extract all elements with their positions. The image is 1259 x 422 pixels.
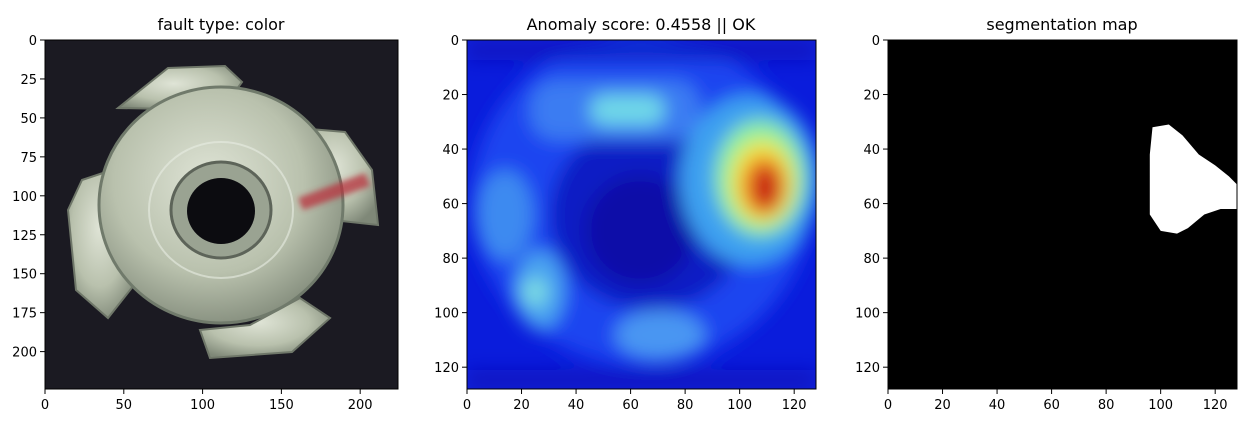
y-tick-label: 50 — [20, 112, 37, 127]
y-tick-label: 120 — [434, 361, 459, 376]
panel3-x-axis: 0 20 40 60 80 100 120 — [884, 39, 1238, 413]
y-tick-label: 100 — [12, 190, 37, 205]
nut-hole — [187, 178, 255, 244]
x-tick-label: 100 — [190, 398, 215, 413]
y-tick-label: 150 — [12, 268, 37, 283]
y-tick-label: 100 — [855, 307, 880, 322]
panel1-title: fault type: color — [158, 15, 285, 34]
red-stain — [298, 173, 370, 210]
panel2-frame — [466, 39, 817, 390]
panel3-y-axis: 0 20 40 60 80 100 120 — [855, 34, 888, 376]
panel3-frame — [887, 39, 1238, 390]
y-tick-label: 20 — [863, 89, 880, 104]
y-tick-label: 120 — [855, 361, 880, 376]
y-tick-label: 0 — [872, 34, 880, 49]
panel-segmentation-map: segmentation map 0 20 40 60 80 100 120 0 20 40 60… — [855, 15, 1238, 413]
x-tick-label: 120 — [1203, 398, 1228, 413]
y-tick-label: 200 — [12, 346, 37, 361]
panel2-y-axis: 0 20 40 60 80 100 120 — [434, 34, 467, 376]
y-tick-label: 175 — [12, 307, 37, 322]
x-tick-label: 20 — [513, 398, 530, 413]
x-tick-label: 0 — [463, 398, 471, 413]
panel2-x-axis: 0 20 40 60 80 100 120 — [463, 39, 817, 413]
x-tick-label: 80 — [1098, 398, 1115, 413]
panel1-y-axis: 0 25 50 75 100 125 150 175 200 — [12, 34, 45, 361]
x-tick-label: 80 — [677, 398, 694, 413]
y-tick-label: 40 — [863, 143, 880, 158]
x-tick-label: 0 — [884, 398, 892, 413]
y-tick-label: 80 — [863, 252, 880, 267]
panel2-title: Anomaly score: 0.4558 || OK — [527, 15, 756, 34]
segmentation-mask — [1149, 124, 1237, 234]
panel3-title: segmentation map — [986, 15, 1137, 34]
x-tick-label: 20 — [934, 398, 951, 413]
x-tick-label: 100 — [1148, 398, 1173, 413]
y-tick-label: 100 — [434, 307, 459, 322]
x-tick-label: 50 — [116, 398, 133, 413]
y-tick-label: 60 — [863, 198, 880, 213]
y-tick-label: 75 — [20, 151, 37, 166]
heatmap-field — [467, 40, 816, 389]
x-tick-label: 40 — [568, 398, 585, 413]
panel-input-image: fault type: color 0 50 100 150 200 0 25 50 75 10… — [12, 15, 399, 413]
y-tick-label: 20 — [442, 89, 459, 104]
panel1-x-axis: 0 50 100 150 200 — [41, 39, 399, 413]
panel-anomaly-heatmap: Anomaly score: 0.4558 || OK — [434, 15, 817, 413]
tee-nut — [66, 64, 380, 360]
y-tick-label: 25 — [20, 73, 37, 88]
y-tick-label: 0 — [29, 34, 37, 49]
y-tick-label: 60 — [442, 198, 459, 213]
x-tick-label: 120 — [782, 398, 807, 413]
panel1-frame — [44, 39, 399, 390]
y-tick-label: 125 — [12, 229, 37, 244]
x-tick-label: 60 — [622, 398, 639, 413]
x-tick-label: 100 — [727, 398, 752, 413]
x-tick-label: 60 — [1043, 398, 1060, 413]
x-tick-label: 150 — [269, 398, 294, 413]
y-tick-label: 40 — [442, 143, 459, 158]
x-tick-label: 200 — [348, 398, 373, 413]
x-tick-label: 0 — [41, 398, 49, 413]
y-tick-label: 0 — [451, 34, 459, 49]
y-tick-label: 80 — [442, 252, 459, 267]
x-tick-label: 40 — [989, 398, 1006, 413]
